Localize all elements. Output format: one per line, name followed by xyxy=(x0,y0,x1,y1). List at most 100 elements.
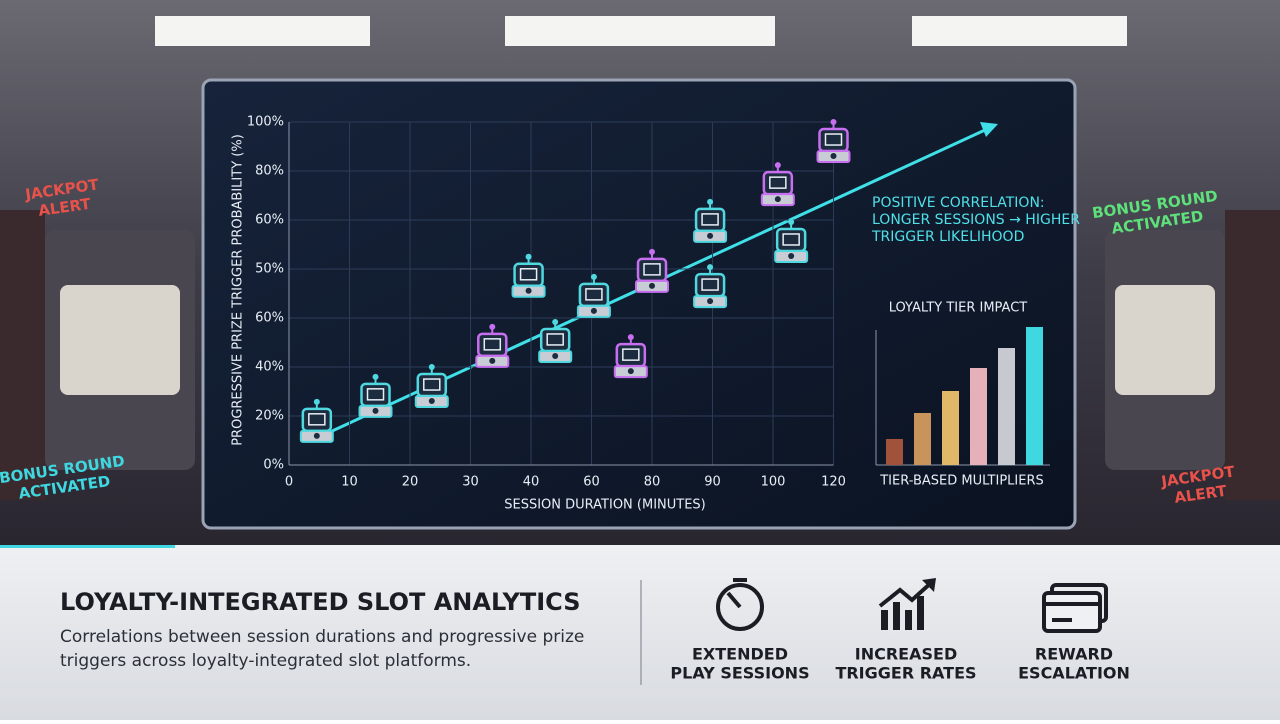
feature-label: ESCALATION xyxy=(1018,664,1130,683)
slot-point xyxy=(760,162,795,207)
icon-part xyxy=(428,398,435,405)
y-tick-label: 100% xyxy=(247,115,284,130)
icon-part xyxy=(546,333,564,346)
icon-part xyxy=(477,332,508,358)
icon-part xyxy=(366,388,385,401)
icon-part xyxy=(360,382,391,408)
bar xyxy=(970,368,987,465)
slot-point xyxy=(613,334,648,379)
feature-label: EXTENDED xyxy=(692,645,788,664)
feature-label: REWARD xyxy=(1035,645,1113,664)
icon-part xyxy=(707,264,714,271)
y-tick-label: 80% xyxy=(255,164,284,179)
x-tick-label: 40 xyxy=(523,475,540,490)
icon-part xyxy=(694,272,726,298)
icon-part xyxy=(590,273,597,280)
slot-point xyxy=(358,373,393,418)
icon-part xyxy=(416,372,448,398)
y-tick-label: 60% xyxy=(255,311,284,326)
annotation: POSITIVE CORRELATION: xyxy=(872,195,1045,211)
x-tick-label: 90 xyxy=(704,475,721,490)
icon-part xyxy=(818,127,849,153)
slot-point xyxy=(693,264,728,309)
x-tick-label: 100 xyxy=(761,475,786,490)
footer-subtitle: triggers across loyalty-integrated slot … xyxy=(60,651,471,671)
icon-part xyxy=(489,323,496,330)
feature-label: PLAY SESSIONS xyxy=(670,664,809,683)
icon-part xyxy=(301,407,333,433)
icon-part xyxy=(769,176,787,189)
icon-part xyxy=(423,378,441,391)
icon-part xyxy=(788,252,795,259)
icon-part xyxy=(428,364,435,371)
icon-part xyxy=(585,288,603,301)
icon-part xyxy=(308,413,326,426)
slot-reels xyxy=(60,285,180,395)
x-tick-label: 60 xyxy=(583,475,600,490)
icon-part xyxy=(372,407,379,414)
icon-part xyxy=(525,253,532,260)
x-tick-label: 10 xyxy=(341,475,358,490)
icon-part xyxy=(489,357,496,364)
slot-reels xyxy=(1115,285,1215,395)
ceiling-light xyxy=(505,16,775,46)
y-tick-label: 40% xyxy=(255,360,284,375)
feature-label: TRIGGER RATES xyxy=(835,664,976,683)
icon-part xyxy=(649,282,655,289)
annotation: LONGER SESSIONS → HIGHER xyxy=(872,212,1080,228)
icon-part xyxy=(707,298,714,305)
icon-part xyxy=(830,153,837,160)
icon-part xyxy=(824,133,843,146)
icon-part xyxy=(694,207,726,233)
slot-point xyxy=(774,218,809,263)
icon-part xyxy=(707,198,714,205)
x-tick-label: 80 xyxy=(644,475,661,490)
slot-point xyxy=(299,398,334,443)
icon-part xyxy=(774,162,781,169)
icon-part xyxy=(615,342,647,368)
icon-part xyxy=(525,287,532,294)
slot-point xyxy=(538,318,573,363)
y-tick-label: 20% xyxy=(255,409,284,424)
bar-title: LOYALTY TIER IMPACT xyxy=(889,301,1028,316)
icon-part xyxy=(552,318,559,325)
bar-x-label: TIER-BASED MULTIPLIERS xyxy=(879,474,1044,489)
slot-point xyxy=(511,253,546,298)
bar xyxy=(942,391,959,465)
icon-part xyxy=(513,262,544,288)
stopwatch-icon xyxy=(716,578,764,631)
icon-part xyxy=(701,278,719,291)
icon-part xyxy=(830,119,837,126)
icon-part xyxy=(774,196,781,203)
bar xyxy=(1026,327,1043,465)
x-tick-label: 30 xyxy=(462,475,479,490)
feature-label: INCREASED xyxy=(855,645,957,664)
card-icon xyxy=(1042,583,1108,633)
ceiling-light xyxy=(155,16,370,46)
icon-part xyxy=(622,348,640,361)
footer-title: LOYALTY-INTEGRATED SLOT ANALYTICS xyxy=(60,588,581,616)
icon-part xyxy=(590,307,597,314)
icon-part xyxy=(372,373,379,380)
ceiling-light xyxy=(912,16,1127,46)
y-tick-label: 0% xyxy=(263,458,284,473)
icon-part xyxy=(313,432,320,439)
trend-arrowhead xyxy=(980,122,998,137)
icon-part xyxy=(649,248,655,255)
bar xyxy=(998,348,1015,465)
icon-part xyxy=(782,233,800,246)
slot-point xyxy=(816,119,851,164)
icon-part xyxy=(578,282,610,308)
y-tick-label: 50% xyxy=(255,262,284,277)
icon-part xyxy=(707,232,714,239)
growth-icon xyxy=(878,578,936,630)
icon-part xyxy=(701,213,719,226)
y-tick-label: 60% xyxy=(255,213,284,228)
accent-line xyxy=(0,545,175,548)
icon-part xyxy=(483,338,502,351)
x-tick-label: 20 xyxy=(402,475,419,490)
y-axis-label: PROGRESSIVE PRIZE TRIGGER PROBABILITY (%… xyxy=(231,134,246,446)
icon-part xyxy=(636,257,668,283)
